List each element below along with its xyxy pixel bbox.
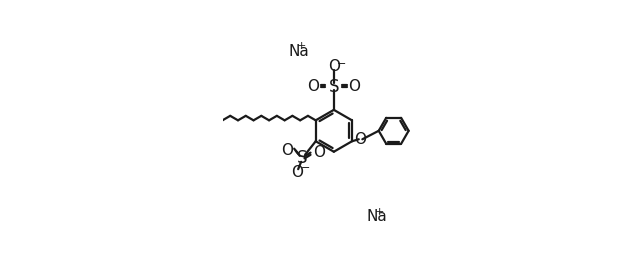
Text: Na: Na [367,209,387,224]
Text: O: O [348,80,360,95]
Text: O: O [328,60,340,75]
Text: S: S [297,149,307,167]
Text: −: − [337,59,346,69]
Text: Na: Na [289,44,310,59]
Text: O: O [354,132,367,147]
Text: −: − [301,163,310,173]
Text: +: + [297,41,306,51]
Text: O: O [282,143,294,158]
Text: +: + [375,207,384,217]
Text: O: O [313,145,325,160]
Text: O: O [307,80,319,95]
Text: S: S [329,78,339,96]
Text: O: O [291,165,303,180]
